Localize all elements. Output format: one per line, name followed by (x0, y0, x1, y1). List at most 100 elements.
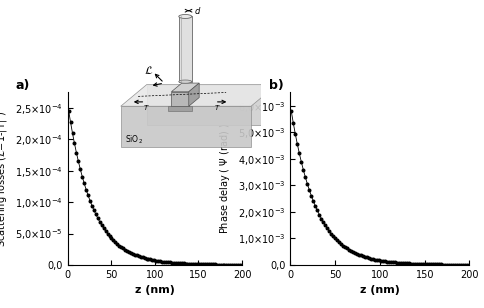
Point (448, 262, 455, 267)
Point (166, 260, 174, 265)
Point (293, 141, 301, 146)
Point (168, 260, 176, 265)
Point (82, 187, 90, 192)
Point (383, 259, 391, 264)
Point (399, 261, 407, 265)
Point (69, 131, 76, 136)
Point (185, 261, 193, 266)
Point (172, 261, 180, 265)
Point (413, 261, 421, 266)
Point (406, 261, 413, 266)
Point (460, 262, 468, 267)
Point (353, 251, 361, 256)
Point (191, 261, 199, 266)
Point (349, 249, 357, 254)
Point (335, 240, 343, 245)
Point (319, 220, 327, 225)
Point (436, 262, 443, 267)
Point (374, 257, 381, 262)
Point (302, 175, 309, 180)
Point (309, 199, 317, 204)
Point (174, 261, 182, 265)
Point (291, 132, 299, 136)
Point (219, 262, 227, 267)
Point (466, 262, 473, 267)
Point (102, 229, 109, 233)
Point (367, 256, 375, 261)
Point (422, 262, 429, 267)
Point (199, 262, 207, 267)
Point (409, 261, 417, 266)
Point (107, 236, 115, 241)
Point (151, 258, 158, 263)
Ellipse shape (179, 80, 192, 83)
Point (439, 262, 447, 267)
Point (346, 247, 353, 252)
Point (90, 208, 98, 213)
Point (195, 262, 203, 267)
Point (381, 259, 389, 264)
Point (408, 261, 415, 266)
Point (123, 248, 131, 253)
Point (360, 254, 367, 259)
Point (446, 262, 454, 267)
Point (180, 261, 187, 266)
Point (363, 255, 371, 260)
Point (67, 120, 75, 125)
Point (378, 258, 385, 263)
Point (464, 262, 471, 267)
Y-axis label: Scattering losses ($\mathcal{L}$=1-|T|²): Scattering losses ($\mathcal{L}$=1-|T|²) (0, 111, 10, 247)
Point (86, 198, 94, 203)
Polygon shape (171, 92, 189, 106)
Point (376, 258, 383, 263)
Point (298, 159, 305, 164)
Point (109, 238, 117, 243)
Point (139, 255, 147, 260)
Point (117, 245, 125, 249)
Point (289, 120, 297, 125)
Point (111, 240, 119, 245)
Point (379, 258, 387, 263)
Point (238, 262, 246, 267)
Point (160, 259, 168, 264)
Point (300, 167, 307, 172)
Point (358, 253, 365, 258)
Point (295, 151, 303, 156)
Point (115, 243, 123, 248)
Point (443, 262, 451, 267)
Point (209, 262, 217, 267)
Polygon shape (171, 83, 199, 92)
Point (183, 261, 191, 266)
Point (362, 254, 369, 259)
Point (164, 260, 172, 265)
Point (84, 193, 92, 198)
Point (147, 257, 154, 262)
Point (316, 212, 323, 217)
Text: T: T (215, 105, 219, 111)
Point (333, 238, 341, 243)
Point (135, 254, 143, 259)
Point (176, 261, 183, 266)
Point (432, 262, 439, 267)
Point (141, 256, 149, 261)
Point (287, 109, 295, 114)
Polygon shape (121, 84, 277, 106)
Point (438, 262, 445, 267)
Point (325, 229, 333, 234)
Text: $d$: $d$ (194, 5, 201, 16)
Point (145, 257, 152, 261)
Point (129, 251, 137, 256)
Point (75, 159, 82, 164)
Point (143, 256, 151, 261)
Point (424, 262, 431, 267)
Point (92, 212, 100, 217)
Point (104, 231, 111, 236)
Point (227, 262, 234, 267)
Point (454, 262, 461, 267)
Point (393, 260, 401, 265)
Text: SiO$_2$: SiO$_2$ (125, 133, 143, 146)
Point (441, 262, 449, 267)
Point (133, 253, 141, 258)
Point (201, 262, 209, 267)
Point (100, 226, 107, 231)
